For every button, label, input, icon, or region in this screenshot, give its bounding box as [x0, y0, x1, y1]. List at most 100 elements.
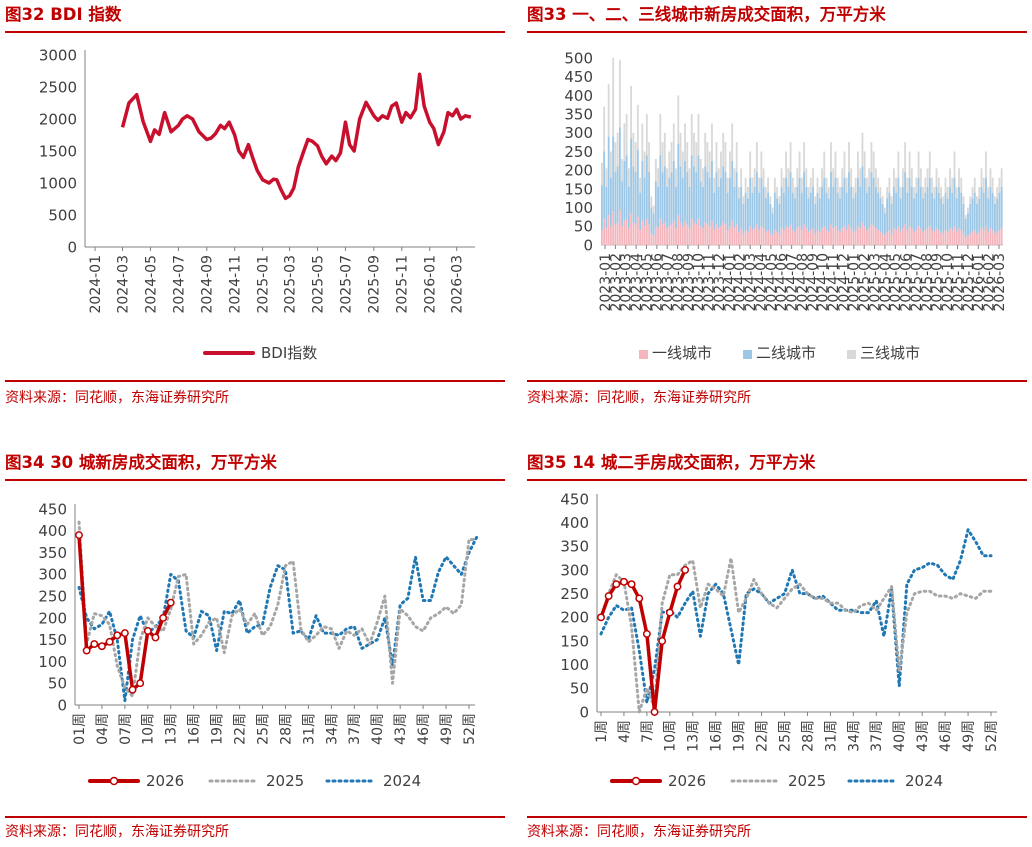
x-tick-label: 40周 [892, 720, 908, 752]
bar-segment [711, 220, 713, 245]
bar-segment [978, 198, 981, 232]
x-tick-label: 37周 [869, 720, 885, 752]
bar-segment [883, 213, 886, 236]
bar-segment [684, 220, 686, 245]
bar-segment [933, 187, 936, 199]
bar-segment [859, 228, 862, 245]
bar-segment [632, 222, 635, 245]
x-tick-label: 13周 [164, 713, 180, 745]
x-tick-label: 2026-01 [423, 255, 439, 314]
x-tick-label: 2025-03 [867, 253, 883, 312]
bar-segment [713, 192, 716, 231]
bar-segment [890, 203, 893, 234]
bar-segment [654, 181, 657, 227]
bar-segment [659, 155, 662, 219]
bar-segment [946, 187, 949, 199]
bar-segment [776, 231, 779, 245]
x-tick-label: 49周 [961, 720, 977, 752]
bar-segment [976, 203, 978, 234]
bar-segment [985, 151, 987, 178]
bar-segment [773, 192, 776, 231]
series-marker-2026 [635, 594, 644, 603]
bar-segment [744, 192, 747, 231]
bar-segment [821, 168, 823, 188]
legend-label: 二线城市 [756, 344, 816, 362]
bar-segment [985, 226, 987, 245]
bar-segment [951, 192, 954, 231]
bar-segment [607, 215, 610, 245]
bar-segment [922, 231, 924, 245]
bar-segment [888, 230, 891, 245]
bar-segment [836, 177, 839, 193]
bar-segment [843, 151, 846, 178]
bar-segment [639, 177, 642, 193]
bar-segment [964, 215, 967, 219]
bar-segment [989, 168, 992, 188]
series-marker-2026 [673, 582, 682, 591]
bar-segment [778, 233, 781, 245]
bar-segment [872, 151, 875, 178]
bar-segment [935, 228, 938, 245]
bar-segment [605, 228, 608, 245]
bar-segment [854, 230, 857, 245]
bar-segment [625, 218, 628, 245]
legend-label: 2024 [905, 772, 943, 790]
y-tick-label: 0 [579, 703, 589, 721]
source-rule [527, 380, 1027, 382]
bar-segment [657, 228, 659, 245]
bar-segment [809, 177, 812, 193]
bar-segment [776, 198, 779, 232]
y-tick-label: 450 [38, 500, 67, 518]
bar-segment [773, 230, 776, 245]
bar-segment [825, 177, 828, 193]
bar-segment [787, 228, 790, 245]
x-tick-label: 2023-11 [702, 253, 718, 312]
x-tick-label: 2023-02 [608, 253, 624, 312]
series-marker-2026 [612, 580, 621, 589]
bar-segment [800, 192, 803, 231]
bar-segment [830, 142, 832, 173]
bar-segment [852, 187, 855, 199]
y-tick-label: 0 [67, 238, 77, 256]
tier-cities-bar-chart: 0501001502002503003504004505002023-01202… [564, 49, 1008, 362]
bar-segment [780, 187, 783, 229]
bar-segment [782, 230, 785, 245]
bar-segment [771, 213, 774, 236]
bar-segment [944, 192, 947, 231]
y-tick-label: 350 [560, 538, 589, 556]
bar-segment [904, 224, 907, 245]
series-marker-2026 [105, 637, 114, 646]
bar-segment [998, 177, 1001, 193]
bar-segment [818, 187, 821, 199]
bar-segment [605, 168, 608, 188]
y-tick-label: 0 [583, 236, 593, 254]
bar-segment [672, 123, 675, 161]
bar-segment [643, 226, 646, 245]
bar-segment [969, 196, 972, 204]
bar-segment [717, 168, 720, 188]
bar-segment [735, 224, 738, 245]
bar-segment [809, 230, 812, 245]
bar-segment [785, 177, 788, 227]
x-tick-label: 2023-12 [712, 253, 728, 312]
bar-segment [652, 205, 655, 214]
bar-segment [760, 151, 763, 178]
bar-segment [722, 222, 725, 245]
bar-segment [901, 228, 904, 245]
bar-segment [803, 172, 805, 225]
x-tick-label: 2023-01 [598, 253, 614, 312]
bar-segment [924, 192, 927, 231]
fourteen-cities-line-chart: 0 50 100 150 200 250 300 350 400 450 1周 4周 7周 10周 13周 1… [560, 490, 1000, 790]
bar-segment [982, 230, 985, 245]
bar-segment [1000, 168, 1003, 188]
x-tick-label: 2025-06 [899, 253, 915, 312]
bar-segment [946, 231, 949, 245]
bar-segment [863, 226, 866, 245]
bar-segment [982, 177, 985, 193]
bar-segment [702, 168, 704, 188]
x-tick-label: 19周 [732, 720, 748, 752]
bar-segment [688, 168, 691, 188]
bar-segment [706, 224, 709, 245]
bar-segment [702, 228, 704, 245]
bar-segment [654, 158, 657, 182]
